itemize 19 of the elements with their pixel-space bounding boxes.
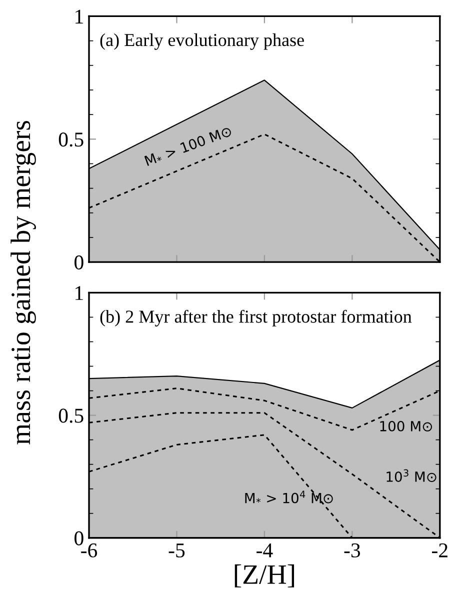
annotation: M$_{*}$ > 100 M⊙ bbox=[144, 126, 232, 166]
x-tick-label: -3 bbox=[344, 543, 360, 558]
text: (b) 2 Myr after the first protostar formation bbox=[100, 310, 412, 326]
x-axis-title: [Z/H] bbox=[234, 564, 294, 588]
y-tick-label: 1 bbox=[76, 10, 83, 24]
y-tick-label: 0.5 bbox=[58, 132, 84, 147]
annotation: 100 M⊙ bbox=[380, 420, 432, 432]
y-tick-label: 1 bbox=[76, 286, 83, 300]
text: (a) Early evolutionary phase bbox=[100, 33, 304, 50]
x-tick-label: -5 bbox=[168, 544, 185, 558]
x-tick-label: -4 bbox=[256, 544, 273, 558]
y-axis-title: mass ratio gained by mergers bbox=[10, 120, 36, 444]
x-tick-label: -2 bbox=[432, 543, 448, 558]
y-tick-label: 0 bbox=[74, 531, 84, 546]
annotation: 10$^{3}$ M⊙ bbox=[386, 469, 436, 482]
annotation: M$_{*}$ > 10$^{4}$ M⊙ bbox=[245, 490, 333, 504]
x-tick-label: -6 bbox=[81, 543, 98, 558]
y-tick-label: 0.5 bbox=[58, 408, 84, 423]
y-tick-label: 0 bbox=[74, 255, 84, 270]
